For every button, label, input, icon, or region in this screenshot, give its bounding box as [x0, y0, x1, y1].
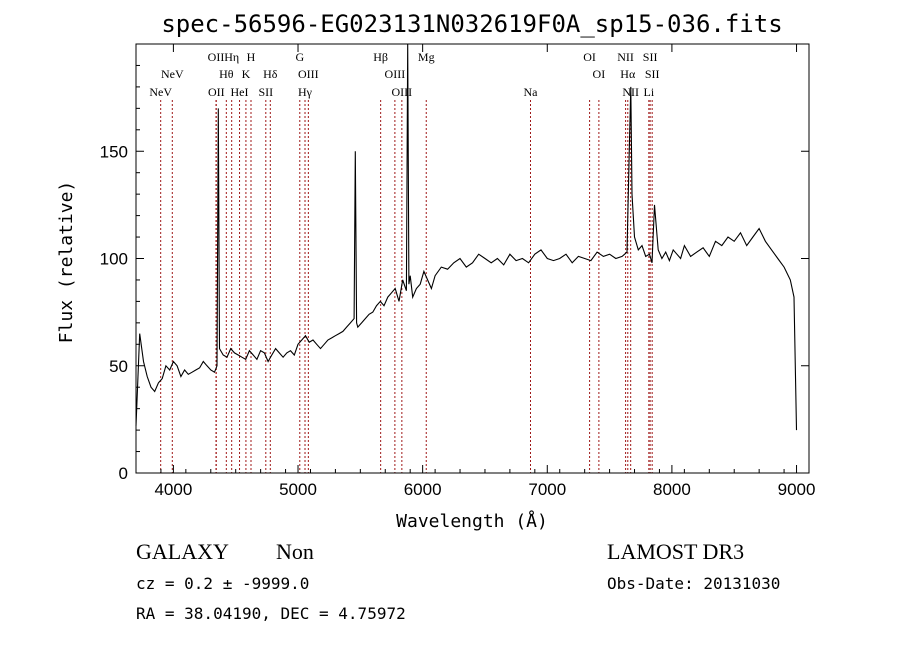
spectrum-layer — [135, 43, 798, 431]
emission-line-label: NeV — [149, 85, 172, 99]
emission-line-label: Hθ — [219, 67, 234, 81]
emission-line-label: SII — [645, 67, 660, 81]
spectrum-series-line — [135, 43, 798, 431]
emission-line-label: OIII — [392, 85, 413, 99]
x-axis-label: Wavelength (Å) — [396, 510, 548, 532]
y-axis-ticks: 0 50 100 150 — [100, 64, 809, 483]
emission-line-label: K — [242, 67, 251, 81]
emission-line-label: NII — [617, 50, 634, 64]
y-tick-label: 50 — [109, 357, 128, 376]
emission-line-label: SII — [258, 85, 273, 99]
emission-line-label: OII — [208, 85, 225, 99]
emission-line-label: OI — [593, 67, 606, 81]
emission-line-label: Mg — [418, 50, 435, 64]
emission-line-label: NeV — [161, 67, 184, 81]
emission-line-label: OIII — [298, 67, 319, 81]
chart-title: spec-56596-EG023131N032619F0A_sp15-036.f… — [161, 10, 782, 38]
x-tick-label: 7000 — [528, 480, 566, 499]
emission-line-label: Na — [523, 85, 538, 99]
emission-line-label: OII — [208, 50, 225, 64]
plot-frame — [135, 43, 810, 474]
y-tick-label: 0 — [119, 464, 128, 483]
emission-line-label: G — [295, 50, 304, 64]
x-tick-label: 5000 — [279, 480, 317, 499]
emission-line-label: SII — [643, 50, 658, 64]
x-tick-label: 4000 — [154, 480, 192, 499]
emission-line-label: Hγ — [298, 85, 313, 99]
emission-line-label: Hα — [620, 67, 636, 81]
emission-line-label: Li — [643, 85, 654, 99]
observation-date: Obs-Date: 20131030 — [607, 574, 780, 593]
emission-line-label: OIII — [385, 67, 406, 81]
emission-line-label: Hδ — [263, 67, 278, 81]
emission-line-label: HeI — [231, 85, 249, 99]
x-tick-label: 8000 — [653, 480, 691, 499]
emission-line-label: H — [247, 50, 256, 64]
redshift-cz: cz = 0.2 ± -9999.0 — [136, 574, 309, 593]
emission-line-label: Hη — [224, 50, 239, 64]
object-class: GALAXY — [136, 539, 229, 564]
emission-line-label: Hβ — [373, 50, 388, 64]
emission-line-label: OI — [583, 50, 596, 64]
x-axis-ticks: 4000 5000 6000 7000 8000 9000 — [135, 44, 816, 499]
y-tick-label: 100 — [100, 250, 128, 269]
sky-coordinates: RA = 38.04190, DEC = 4.75972 — [136, 604, 406, 623]
object-subclass: Non — [276, 539, 314, 564]
y-axis-label: Flux (relative) — [56, 181, 77, 344]
y-tick-label: 150 — [100, 142, 128, 161]
x-tick-label: 9000 — [778, 480, 816, 499]
survey-name: LAMOST DR3 — [607, 539, 744, 564]
x-tick-label: 6000 — [404, 480, 442, 499]
